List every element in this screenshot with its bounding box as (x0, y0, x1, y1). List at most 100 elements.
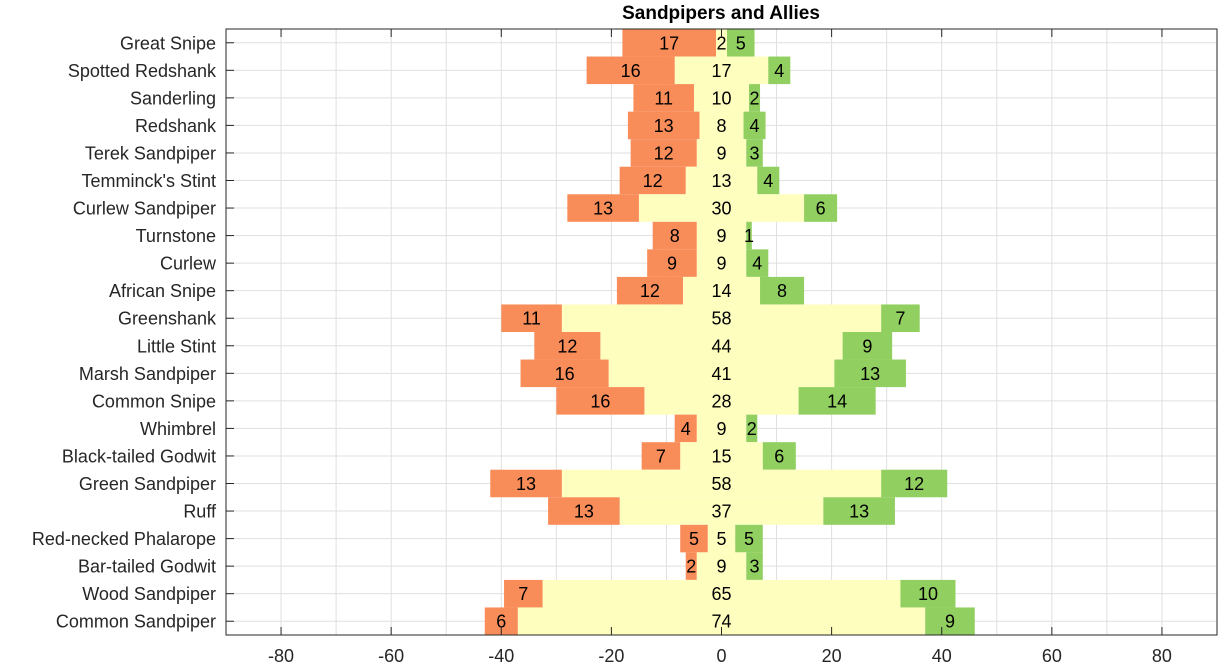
x-tick-label: 60 (1042, 646, 1062, 665)
value-label-positive: 4 (774, 61, 784, 81)
value-label-negative: 5 (689, 529, 699, 549)
value-label-positive: 3 (750, 557, 760, 577)
value-label-positive: 5 (736, 33, 746, 53)
value-label-negative: 12 (643, 171, 663, 191)
bar-neutral (696, 249, 747, 277)
bar-negative (504, 579, 543, 608)
bar-negative (630, 139, 697, 167)
bar-positive (881, 469, 948, 498)
x-tick-label: -40 (488, 646, 514, 665)
bar-neutral (693, 84, 750, 112)
bar-neutral (682, 276, 761, 305)
value-label-negative: 13 (593, 199, 613, 219)
bar-neutral (699, 111, 744, 140)
bar-positive (762, 442, 796, 470)
bar-positive (900, 579, 956, 608)
bar-negative (619, 166, 686, 195)
bar-neutral (638, 194, 805, 222)
value-label-negative: 7 (656, 446, 666, 466)
value-label-neutral: 9 (716, 419, 726, 439)
value-label-neutral: 44 (711, 336, 731, 356)
value-label-negative: 16 (590, 391, 610, 411)
bar-negative (616, 276, 683, 305)
category-label: Spotted Redshank (68, 61, 217, 81)
bar-positive (743, 111, 766, 140)
bar-negative (586, 56, 675, 85)
x-tick-label: -80 (268, 646, 294, 665)
bar-negative (534, 332, 601, 360)
value-label-negative: 6 (496, 612, 506, 632)
bar-negative (674, 414, 697, 443)
x-tick-label: -20 (598, 646, 624, 665)
bar-positive (746, 139, 763, 167)
x-tick-label: 0 (716, 646, 726, 665)
value-label-neutral: 10 (711, 88, 731, 108)
bar-positive (746, 249, 769, 277)
category-label: Ruff (183, 502, 217, 522)
x-tick-labels: -80 -60 -40 -20 0 20 40 60 80 (268, 29, 1172, 665)
bar-positive (735, 524, 763, 553)
value-label-positive: 4 (752, 254, 762, 274)
value-label-neutral: 15 (711, 446, 731, 466)
value-label-negative: 4 (681, 419, 691, 439)
value-label-positive: 9 (862, 336, 872, 356)
bar-positive (746, 221, 752, 250)
value-label-neutral: 2 (716, 33, 726, 53)
value-label-negative: 11 (654, 88, 673, 108)
value-label-positive: 14 (827, 391, 847, 411)
bar-negative (520, 359, 609, 388)
value-label-negative: 12 (654, 143, 674, 163)
category-label: Great Snipe (120, 33, 216, 53)
value-label-positive: 13 (849, 502, 869, 522)
bar-neutral (674, 56, 769, 85)
value-label-positive: 4 (750, 116, 760, 136)
value-label-negative: 12 (640, 281, 660, 301)
value-label-neutral: 41 (711, 364, 731, 384)
value-label-neutral: 9 (716, 557, 726, 577)
category-label: Red-necked Phalarope (32, 529, 216, 549)
value-label-neutral: 74 (711, 612, 731, 632)
plot-area-frame (225, 28, 1218, 636)
value-label-neutral: 14 (711, 281, 731, 301)
value-label-negative: 11 (522, 309, 541, 329)
bar-positive (727, 29, 755, 57)
value-label-positive: 13 (860, 364, 880, 384)
value-label-neutral: 9 (716, 226, 726, 246)
bar-neutral (608, 359, 835, 388)
value-label-neutral: 9 (716, 143, 726, 163)
bar-positive (760, 276, 805, 305)
bar-positive (834, 359, 906, 388)
value-label-neutral: 58 (711, 474, 731, 494)
bar-neutral (619, 497, 824, 525)
value-label-neutral: 30 (711, 199, 731, 219)
category-label: Common Sandpiper (56, 612, 216, 632)
bar-positive (798, 387, 876, 415)
category-label: Common Snipe (92, 391, 216, 411)
value-label-negative: 17 (659, 33, 679, 53)
bar-positive (746, 552, 763, 580)
bar-neutral (715, 29, 728, 57)
category-label: Turnstone (136, 226, 216, 246)
category-label: Little Stint (137, 336, 216, 356)
x-tick-label: 20 (822, 646, 842, 665)
bar-neutral (561, 469, 882, 498)
bar-neutral (696, 221, 747, 250)
value-label-negative: 13 (654, 116, 674, 136)
bar-negative (627, 111, 700, 140)
bar-positive (842, 332, 893, 360)
value-labels: 17 2 516 17 411 10 213 8 412 9 312 13 413 30 68 9 19 9 412… (496, 33, 955, 631)
bar-neutral (644, 387, 799, 415)
value-label-neutral: 8 (716, 116, 726, 136)
bar-neutral (696, 552, 747, 580)
bar-neutral (680, 442, 763, 470)
x-tick-label: 80 (1152, 646, 1172, 665)
value-label-negative: 12 (557, 336, 577, 356)
bar-neutral (542, 579, 901, 608)
value-label-positive: 12 (904, 474, 924, 494)
value-label-negative: 13 (516, 474, 536, 494)
bar-negative (685, 552, 697, 580)
category-labels: Great Snipe Spotted Redshank Sanderling Red… (32, 33, 234, 632)
value-label-neutral: 28 (711, 391, 731, 411)
category-label: Redshank (135, 116, 217, 136)
value-label-positive: 2 (747, 419, 757, 439)
